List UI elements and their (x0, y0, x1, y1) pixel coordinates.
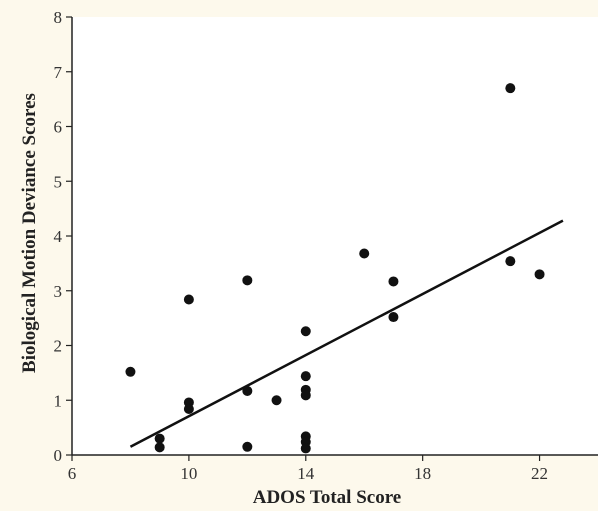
y-tick-label: 2 (54, 337, 63, 356)
y-tick-label: 4 (54, 227, 63, 246)
data-point (300, 371, 311, 382)
data-point (300, 326, 311, 337)
data-point (505, 256, 516, 267)
y-tick-label: 5 (54, 172, 63, 191)
y-tick-label: 8 (54, 8, 63, 27)
data-point (183, 294, 194, 305)
data-points (125, 83, 545, 454)
x-tick-label: 6 (68, 464, 77, 483)
data-point (534, 269, 545, 280)
data-point (300, 390, 311, 401)
y-tick-label: 0 (54, 446, 63, 465)
data-point (505, 83, 516, 94)
y-axis-title: Biological Motion Deviance Scores (19, 93, 40, 373)
data-point (154, 442, 165, 453)
x-tick-label: 14 (297, 464, 315, 483)
data-point (388, 312, 399, 323)
x-tick-label: 22 (531, 464, 548, 483)
data-point (242, 385, 253, 396)
y-tick-label: 1 (54, 391, 63, 410)
x-axis-title: ADOS Total Score (253, 487, 402, 508)
data-point (388, 276, 399, 287)
y-tick-label: 6 (54, 118, 63, 137)
data-point (271, 395, 282, 406)
axes (71, 17, 598, 456)
x-tick-label: 18 (414, 464, 431, 483)
y-tick-label: 3 (54, 282, 63, 301)
data-point (125, 366, 136, 377)
y-tick-label: 7 (54, 63, 63, 82)
data-point (183, 404, 194, 415)
trendline-group (129, 219, 564, 448)
x-tick-label: 10 (180, 464, 197, 483)
ticks: 0 1 2 3 4 5 6 7 8 6 10 14 18 22 (54, 8, 549, 483)
data-point (300, 443, 311, 454)
data-point (242, 441, 253, 452)
data-point (242, 275, 253, 286)
data-point (154, 433, 165, 444)
plot-area (72, 17, 598, 455)
data-point (359, 248, 370, 259)
trendline (129, 219, 564, 448)
